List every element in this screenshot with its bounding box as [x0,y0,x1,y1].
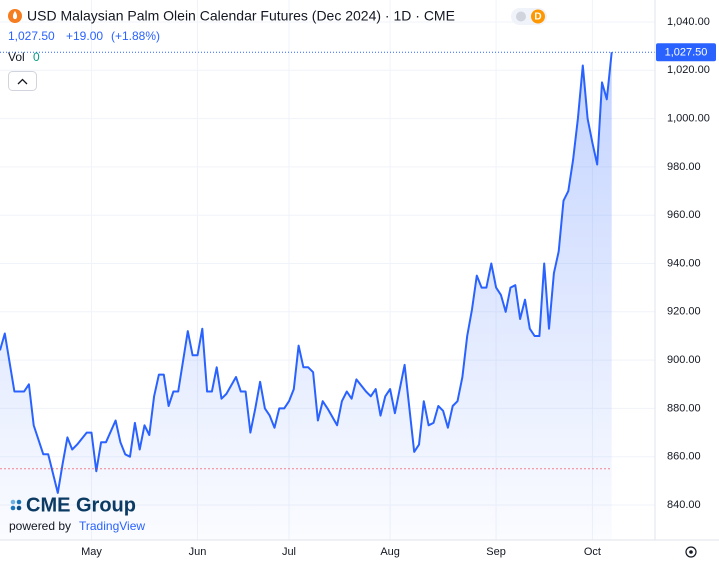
badge-circle [531,9,545,24]
x-tick-label: May [81,546,102,558]
logo-dot [16,499,22,505]
logo: CME Group [26,494,136,516]
logo-dot [16,505,22,511]
badge-dot [516,11,526,22]
collapse-icon [17,78,28,85]
x-tick-label: Jul [282,546,296,558]
area-fill [0,52,612,540]
change: +19.00 [66,29,103,43]
collapse-button[interactable] [8,71,37,91]
y-tick-label: 860.00 [667,451,701,463]
y-tick-label: 920.00 [667,306,701,318]
logo-dot [10,499,16,505]
chart-title: USD Malaysian Palm Olein Calendar Future… [27,8,455,24]
y-tick-label: 880.00 [667,402,701,414]
logo-dot [10,505,16,511]
x-tick-label: Oct [584,546,601,558]
settings-icon-core [689,550,693,554]
volume: 0 [33,50,40,64]
last-price-tag [656,43,716,62]
y-tick-label: 900.00 [667,354,701,366]
plot [0,51,655,540]
badge-label: D [534,12,541,23]
settings-icon[interactable] [685,546,697,558]
y-tick-label: 1,040.00 [667,16,710,28]
x-tick-label: Jun [189,546,207,558]
symbol-icon-drop [12,11,18,20]
provider: TradingView [79,519,145,533]
price-line [0,52,613,494]
y-tick-label: 1,020.00 [667,64,710,76]
y-tick-label: 960.00 [667,209,701,221]
y-tick-label: 840.00 [667,499,701,511]
y-tick-label: 940.00 [667,257,701,269]
y-tick-label: 980.00 [667,161,701,173]
last-price-label: 1,027.50 [665,47,708,59]
price: 1,027.50 [8,29,55,43]
powered-by: powered by [9,519,71,533]
volume-label: Vol [8,50,25,64]
axes: 840.00 860.00 880.00 900.00 920.00 940.00 960.… [81,16,716,558]
y-tick-label: 1,000.00 [667,113,710,125]
x-tick-label: Aug [380,546,400,558]
change-pct: (+1.88%) [111,29,160,43]
x-tick-label: Sep [486,546,506,558]
